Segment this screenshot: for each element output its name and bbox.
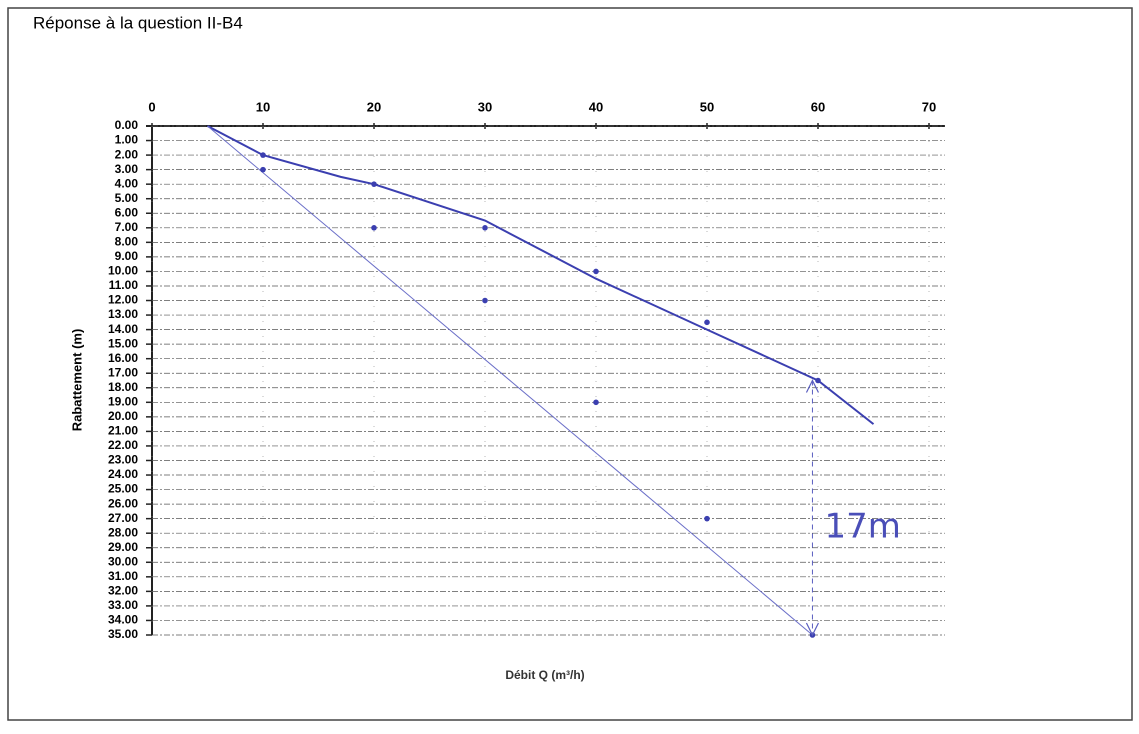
y-tick-label: 16.00: [108, 351, 138, 365]
y-tick-label: 10.00: [108, 264, 138, 278]
y-tick-label: 6.00: [115, 205, 139, 219]
y-tick-label: 24.00: [108, 467, 138, 481]
data-point: [371, 181, 377, 187]
data-point: [260, 166, 266, 173]
y-tick-label: 34.00: [108, 613, 138, 627]
y-tick-label: 28.00: [108, 525, 138, 539]
y-tick-label: 4.00: [115, 176, 139, 190]
y-tick-label: 26.00: [108, 496, 138, 510]
y-tick-label: 32.00: [108, 584, 138, 598]
x-tick-label: 10: [256, 99, 270, 114]
data-point: [371, 225, 377, 231]
y-tick-label: 11.00: [109, 278, 139, 292]
series-line: [207, 125, 813, 636]
y-tick-label: 19.00: [108, 394, 138, 408]
data-point: [815, 377, 821, 384]
y-tick-label: 17.00: [108, 365, 138, 379]
x-tick-label: 40: [589, 99, 603, 114]
y-tick-label: 14.00: [108, 322, 138, 336]
y-tick-label: 0.00: [115, 118, 139, 132]
y-tick-label: 33.00: [108, 598, 138, 612]
y-tick-label: 18.00: [108, 380, 138, 394]
x-tick-label: 0: [148, 99, 155, 114]
y-tick-label: 5.00: [115, 191, 139, 205]
y-tick-label: 9.00: [115, 249, 139, 263]
arrow-head: [805, 379, 819, 637]
y-tick-label: 29.00: [108, 540, 138, 554]
data-point: [482, 297, 488, 304]
x-tick-label: 20: [367, 99, 381, 114]
x-axis-label: Débit Q (m³/h): [505, 668, 584, 682]
chart-title: Réponse à la question II-B4: [33, 13, 243, 32]
y-axis-label: Rabattement (m): [69, 329, 84, 432]
y-tick-label: 8.00: [115, 235, 139, 249]
y-tick-label: 35.00: [108, 627, 138, 641]
data-point: [704, 319, 710, 326]
y-tick-label: 7.00: [115, 220, 139, 234]
y-tick-label: 31.00: [108, 569, 138, 583]
y-tick-label: 20.00: [108, 409, 138, 423]
data-point: [260, 152, 266, 158]
data-point: [593, 268, 599, 275]
y-tick-label: 15.00: [108, 336, 138, 350]
y-tick-label: 25.00: [108, 482, 138, 496]
x-tick-label: 60: [811, 99, 825, 114]
y-tick-label: 2.00: [115, 147, 139, 161]
y-tick-label: 30.00: [108, 554, 138, 568]
annotation-text: 17m: [824, 506, 900, 546]
y-tick-label: 3.00: [115, 162, 139, 176]
y-tick-label: 12.00: [108, 293, 138, 307]
y-tick-label: 13.00: [108, 307, 138, 321]
data-point: [593, 399, 599, 406]
data-point: [704, 515, 710, 522]
y-tick-label: 22.00: [108, 438, 138, 452]
x-tick-label: 50: [700, 99, 714, 114]
y-tick-label: 27.00: [108, 511, 138, 525]
x-tick-label: 70: [922, 99, 936, 114]
y-tick-label: 1.00: [115, 133, 139, 147]
y-tick-label: 23.00: [108, 453, 138, 467]
frame: [7, 7, 1133, 721]
series-line: [207, 125, 875, 425]
y-tick-label: 21.00: [108, 424, 138, 438]
x-tick-label: 30: [478, 99, 492, 114]
data-point: [482, 225, 488, 231]
